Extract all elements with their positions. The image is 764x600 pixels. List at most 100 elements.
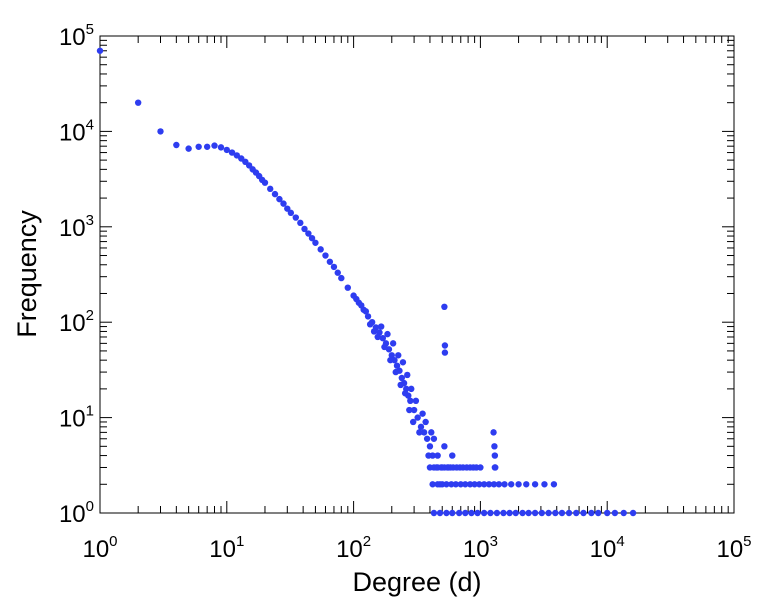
data-point [565,509,573,517]
data-point [370,328,378,335]
data-point [491,443,498,450]
data-point [558,509,566,517]
data-point [468,509,475,517]
data-point [429,481,436,488]
data-point [604,509,611,517]
data-point [455,509,463,517]
data-point [374,333,381,341]
data-point [595,509,602,517]
data-point [491,452,499,459]
data-point [436,509,444,517]
data-point [525,509,532,517]
x-tick-label: 103 [463,533,498,563]
data-point [492,464,499,471]
data-point [611,509,619,517]
data-point [384,330,391,338]
data-point [485,481,493,488]
data-point [423,435,431,442]
x-tick-label: 104 [590,533,625,563]
data-point [441,303,448,311]
data-point [541,481,548,488]
data-point [377,323,385,330]
data-point [408,385,415,393]
data-point [292,214,299,221]
data-point [493,509,501,517]
data-point [381,343,388,351]
data-point [420,429,428,436]
data-point [531,509,539,517]
data-point [414,414,421,421]
data-point [364,313,372,320]
data-point [422,418,429,426]
data-point [441,443,448,450]
data-point [388,352,395,359]
data-point [462,509,469,517]
data-point [512,509,519,517]
data-point [366,321,374,328]
data-point [287,209,295,217]
data-point [449,452,456,459]
data-point [211,142,218,149]
data-point [344,284,351,291]
data-point [430,435,438,442]
data-point [523,481,530,488]
major-ticks [99,35,735,514]
data-point [588,509,595,517]
data-point [334,269,341,276]
data-point [449,509,456,517]
data-point [490,429,497,436]
data-point [441,342,449,349]
data-point [276,195,283,203]
data-point [301,225,308,233]
data-point [580,509,587,517]
data-point [362,308,370,315]
y-tick-label: 102 [59,307,94,337]
data-point [434,452,441,459]
data-point [508,481,515,488]
data-point [134,99,142,106]
data-point [297,219,304,227]
x-tick-label: 100 [82,533,117,563]
x-tick-label: 102 [336,533,371,563]
data-point [317,246,324,253]
x-tick-labels: 100 101 102 103 104 105 [82,533,751,563]
data-point [426,443,434,450]
data-point [538,509,546,517]
data-point [480,509,488,517]
data-point [545,509,552,517]
plot-frame [99,35,735,514]
data-point [573,509,580,517]
data-point [195,143,202,150]
data-point [284,205,291,212]
data-point [515,481,522,488]
data-point [434,481,441,488]
data-point [401,390,409,397]
data-point [397,381,404,389]
data-point [399,359,407,366]
data-point [629,509,637,517]
data-point [466,481,474,488]
data-point [406,406,413,414]
data-point [428,429,435,436]
data-point [412,397,420,405]
data-points [96,47,637,517]
data-point [425,452,432,459]
data-point [326,258,334,265]
data-point [417,423,425,431]
data-point [407,397,414,405]
data-point [338,274,345,282]
data-point [312,239,319,246]
data-point [353,295,360,303]
data-point [495,481,503,488]
x-tick-label: 105 [716,533,751,563]
data-point [305,230,312,237]
data-point [185,145,192,152]
data-point [620,509,627,517]
data-point [404,371,411,379]
data-point [430,509,438,517]
data-point [419,410,426,417]
data-point [471,481,478,488]
data-point [531,481,539,488]
data-point [443,481,450,488]
